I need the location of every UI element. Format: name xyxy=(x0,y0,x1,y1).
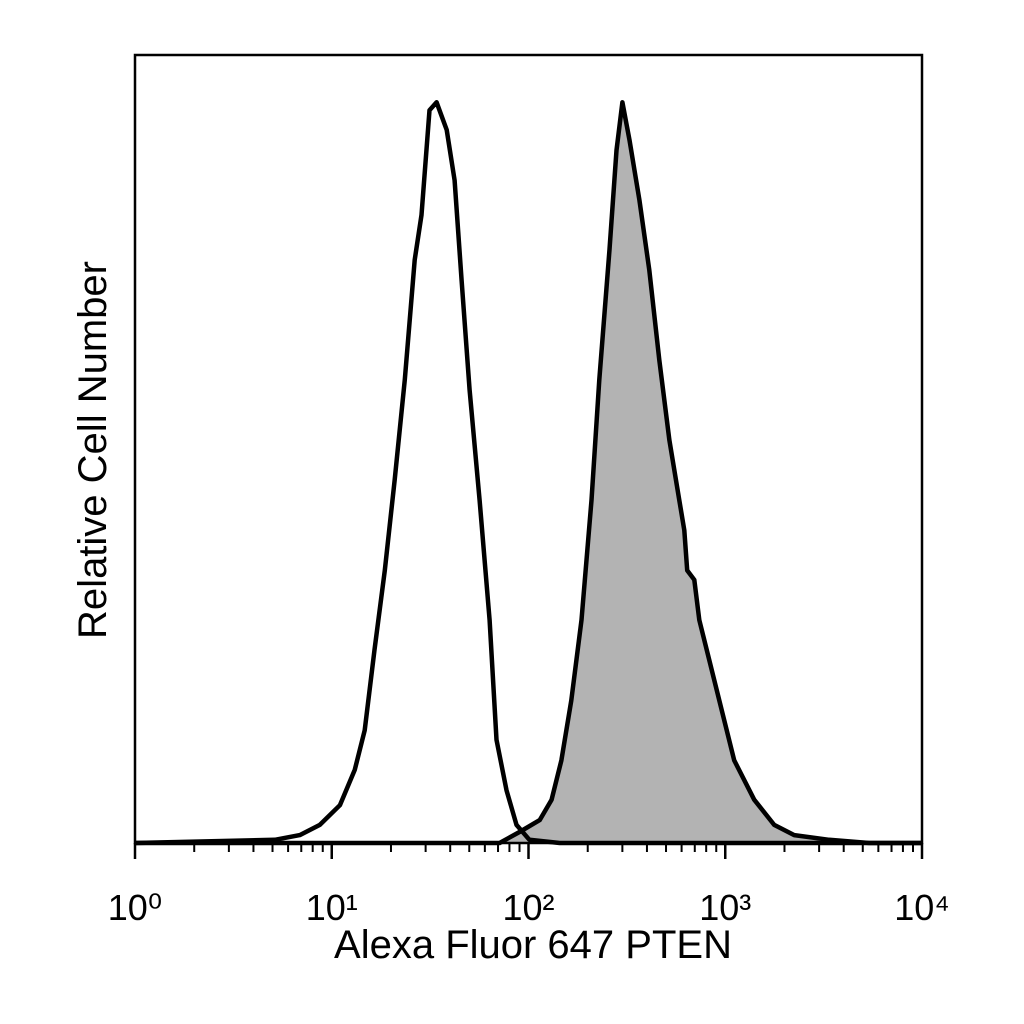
x-tick-label: 10⁴ xyxy=(894,887,950,928)
x-tick-label: 10³ xyxy=(699,887,751,928)
plot-frame xyxy=(133,53,924,845)
histogram-line xyxy=(134,100,922,846)
x-axis-label: Alexa Fluor 647 PTEN xyxy=(334,923,732,967)
y-axis-label: Relative Cell Number xyxy=(71,261,115,639)
x-tick-label: 10² xyxy=(502,887,554,928)
x-tick-label: 10⁰ xyxy=(108,887,162,928)
x-tick-label: 10¹ xyxy=(306,887,358,928)
histogram-line xyxy=(135,100,922,846)
histogram-area xyxy=(135,102,922,844)
